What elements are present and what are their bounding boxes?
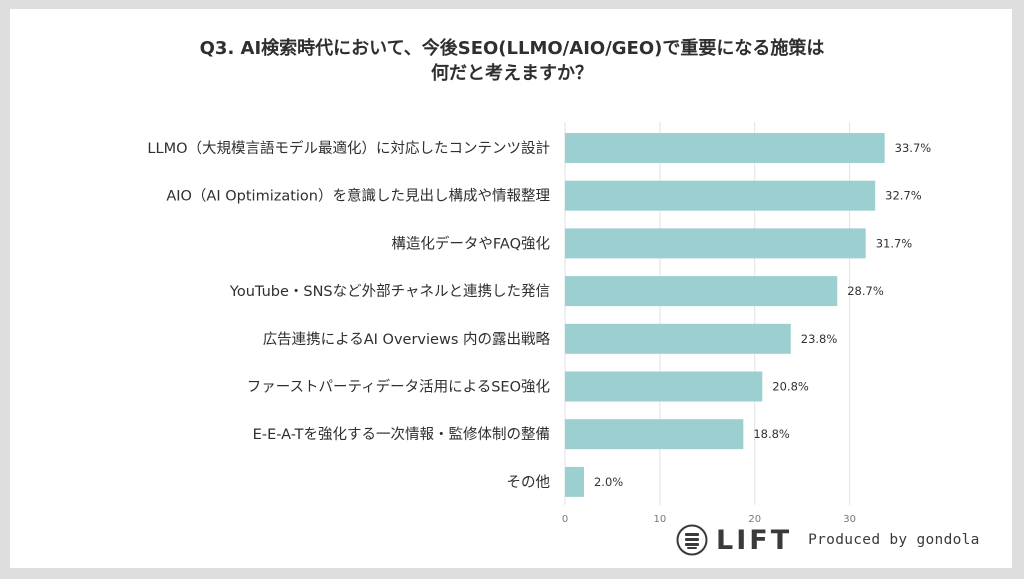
- bar: [565, 466, 584, 497]
- category-label: LLMO（大規模言語モデル最適化）に対応したコンテンツ設計: [147, 139, 550, 157]
- value-label: 32.7%: [885, 189, 922, 203]
- x-tick-label: 30: [843, 514, 856, 525]
- chart-card: [10, 9, 1012, 568]
- category-label: E-E-A-Tを強化する一次情報・監修体制の整備: [253, 426, 550, 443]
- value-label: 33.7%: [895, 141, 932, 155]
- value-label: 28.7%: [847, 284, 884, 298]
- chart-title: Q3. AI検索時代において、今後SEO(LLMO/AIO/GEO)で重要になる…: [0, 36, 1024, 86]
- x-tick-label: 10: [653, 514, 666, 525]
- brand-credit: Produced by gondola: [808, 532, 980, 548]
- chart-title-line-2: 何だと考えますか？: [431, 63, 593, 84]
- bar: [565, 323, 791, 354]
- category-label: 構造化データやFAQ強化: [391, 234, 550, 252]
- x-tick-label: 20: [748, 514, 761, 525]
- category-label: YouTube・SNSなど外部チャネルと連携した発信: [229, 283, 550, 300]
- bar: [565, 419, 744, 450]
- value-label: 31.7%: [876, 236, 913, 250]
- category-label: AIO（AI Optimization）を意識した見出し構成や情報整理: [166, 187, 550, 205]
- value-label: 20.8%: [772, 380, 809, 394]
- bar: [565, 133, 885, 163]
- value-label: 2.0%: [594, 475, 623, 489]
- chart-title-line-1: Q3. AI検索時代において、今後SEO(LLMO/AIO/GEO)で重要になる…: [199, 38, 825, 59]
- category-label: その他: [507, 474, 551, 491]
- labels: 0 10 20 30 33.7% LLMO（大規模言語モデル最適化）に対応したコンテンツ設…: [147, 139, 931, 525]
- bar: [565, 180, 876, 211]
- category-label: ファーストパーティデータ活用によるSEO強化: [247, 378, 550, 396]
- lift-logo-icon: [676, 524, 708, 556]
- bar: [565, 276, 838, 307]
- brand-footer: LIFT Produced by gondola: [676, 520, 980, 560]
- bars: [565, 133, 885, 497]
- x-tick-label: 0: [562, 514, 568, 525]
- category-label: 広告連携によるAI Overviews 内の露出戦略: [263, 331, 551, 348]
- brand-name: LIFT: [716, 524, 793, 556]
- bar: [565, 228, 866, 259]
- value-label: 23.8%: [801, 332, 838, 346]
- value-label: 18.8%: [753, 427, 790, 441]
- bar: [565, 371, 763, 402]
